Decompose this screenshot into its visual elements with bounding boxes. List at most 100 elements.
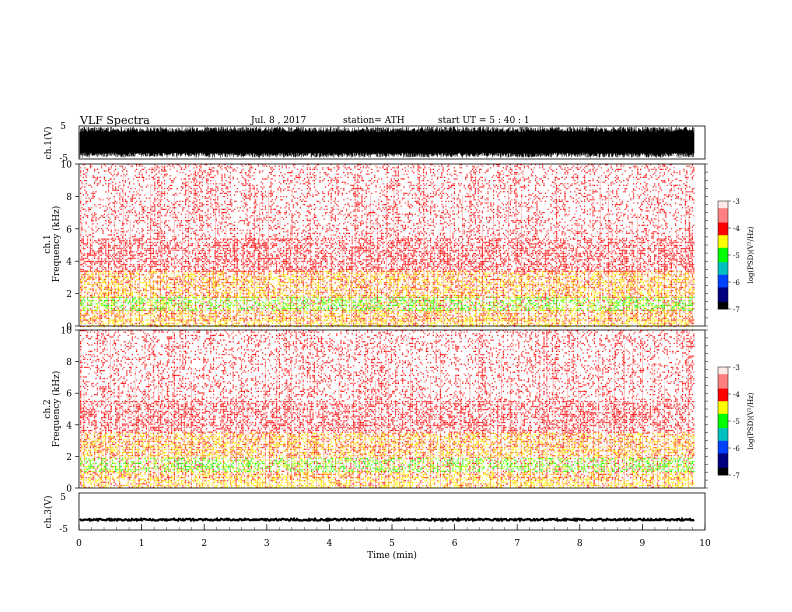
ch1-colorbar-cell [718, 260, 728, 263]
ch1-colorbar-label--4: -4 [733, 225, 740, 233]
ch1-colorbar-cell [718, 276, 728, 279]
ch1-spectrogram-band-4-color-0 [81, 238, 695, 272]
time-tick-label-0: 0 [76, 539, 82, 549]
ch2-colorbar-cell [718, 370, 728, 373]
ch2-colorbar-cell [718, 412, 728, 415]
date-text: Jul. 8 , 2017 [250, 116, 306, 126]
ch2-freq-tick-label-4: 4 [66, 421, 72, 431]
ch2-spectrogram-panel: 0 2 4 6 8 10 ch.2 Frequency (kHz) -3 -4 -5 -6 -7 l… [43, 327, 755, 495]
header: VLF Spectra Jul. 8 , 2017 station= ATH s… [79, 114, 530, 127]
ch1-colorbar-label--6: -6 [733, 279, 740, 287]
ch2-spectrogram-band-5-color-0 [80, 330, 695, 402]
ch1-colorbar-cell [718, 255, 728, 258]
ch1-colorbar-cell [718, 292, 728, 295]
ch1-colorbar-cell [718, 238, 728, 241]
ch1-colorbar-cell [718, 296, 728, 299]
ch1-colorbar-cell [718, 253, 728, 256]
ch1-waveform-line [79, 126, 695, 158]
ch1-spectrogram-band-5-color-1 [80, 164, 695, 239]
ch1-spectrogram-band-1-color-2 [80, 309, 693, 321]
ch1-colorbar-cell [718, 283, 728, 286]
ch2-colorbar-cell [718, 388, 728, 391]
ch1-spectrogram-band-2-color-2 [80, 296, 695, 311]
ch1-freq-tick-label-0: 0 [66, 323, 72, 333]
ch1-colorbar-cell [718, 229, 728, 232]
ch2-colorbar-cell [718, 367, 728, 370]
ch1-spectrogram-band-1-color-3 [80, 309, 693, 321]
ch1-colorbar-cell [718, 233, 728, 236]
ch2-colorbar-cell [718, 379, 728, 382]
ch2-spectrogram-band-2-color-4 [80, 458, 693, 472]
ch1-colorbar-cell [718, 303, 728, 306]
ch2-colorbar-cell [718, 368, 728, 371]
ch1-colorbar-cell [718, 235, 728, 238]
ch2-freq-tick-label-10: 10 [61, 327, 73, 337]
ch2-colorbar-cell [718, 455, 728, 458]
ch2-freq-tick-label-2: 2 [66, 453, 72, 463]
ch2-colorbar: -3 -4 -5 -6 -7 log(PSD)(V²/Hz) [717, 364, 755, 480]
ch1-waveform-frame [78, 125, 706, 160]
ch3-waveform-ylabel: ch.3(V) [43, 496, 54, 529]
ch2-colorbar-cell [718, 385, 728, 388]
ch1-colorbar-cell [718, 305, 728, 308]
ch2-colorbar-label--4: -4 [733, 391, 740, 399]
ch2-colorbar-cell [718, 386, 728, 389]
ch3-waveform-trace [79, 516, 695, 523]
ch1-spectrogram-band-0-color-1 [84, 319, 689, 328]
ch1-colorbar-cell [718, 217, 728, 220]
ch2-spectrogram-band-1-color-3 [80, 472, 693, 479]
ch2-colorbar-cell [718, 433, 728, 436]
ch1-waveform-trace [79, 126, 695, 158]
station-text: station= ATH [343, 116, 405, 126]
ch2-colorbar-cell [718, 435, 728, 438]
ch1-colorbar-cell [718, 291, 728, 294]
ch1-colorbar-cell [718, 211, 728, 214]
ch2-spectrogram-band-2-color-1 [80, 458, 695, 472]
ch1-colorbar-cell [718, 242, 728, 245]
ch1-colorbar-cell [718, 265, 728, 268]
ch1-spectrogram-band-4-color-1 [80, 238, 695, 272]
ch2-colorbar-cell [718, 439, 728, 442]
ch2-colorbar-cell [718, 464, 728, 467]
ch1-colorbar-cell [718, 287, 728, 290]
ch1-spectrogram-band-2-color-3 [80, 296, 695, 311]
ch2-colorbar-cell [718, 377, 728, 380]
ch1-colorbar-cell [718, 269, 728, 272]
ch2-colorbar-label--5: -5 [733, 418, 740, 426]
ch1-colorbar-cell [718, 206, 728, 209]
time-axis: 0 1 2 3 4 5 6 7 8 9 10 [76, 524, 711, 549]
ch1-colorbar-cell [718, 271, 728, 274]
ch1-colorbar-cell [718, 224, 728, 227]
ch2-colorbar-cell [718, 421, 728, 424]
ch2-spectrogram-band-0-color-3 [81, 478, 695, 488]
ch1-colorbar-cell [718, 210, 728, 213]
ch1-colorbar-cell [718, 273, 728, 276]
time-axis-label: Time (min) [367, 550, 417, 561]
ch1-spectrogram-band-1-color-0 [84, 309, 695, 321]
ch2-colorbar-cell [718, 469, 728, 472]
time-tick-label-10: 10 [699, 539, 711, 549]
ch2-colorbar-cell [718, 399, 728, 402]
ch1-spectrogram-band-0-color-3 [80, 319, 695, 328]
ch2-spectrogram-band-4-color-0 [80, 401, 695, 433]
ch2-colorbar-cell [718, 473, 728, 476]
ch1-colorbar-cell [718, 202, 728, 205]
start-time-text: start UT = 5 : 40 : 1 [438, 116, 530, 126]
time-tick-label-3: 3 [264, 539, 270, 549]
ch2-colorbar-cell [718, 451, 728, 454]
ch1-waveform-panel: 5 -5 ch.1(V) [43, 122, 706, 164]
ch1-spectrogram-ylabel-channel: ch.1 [43, 234, 53, 253]
ch2-spectrogram-band-0-color-1 [82, 478, 692, 488]
ch1-colorbar-cell [718, 289, 728, 292]
ch1-spectrogram-ylabel-frequency: Frequency (kHz) [51, 206, 62, 283]
time-tick-label-4: 4 [327, 539, 333, 549]
ch2-colorbar-cell [718, 460, 728, 463]
ch1-colorbar-label--5: -5 [733, 252, 740, 260]
ch2-freq-tick-label-8: 8 [66, 358, 72, 368]
ch2-colorbar-cell [718, 408, 728, 411]
ch2-spectrogram-ylabel-channel: ch.2 [43, 399, 53, 418]
ch2-colorbar-label--7: -7 [733, 472, 740, 480]
ch2-colorbar-cell [718, 428, 728, 431]
ch2-colorbar-cell [718, 415, 728, 418]
ch2-colorbar-cell [718, 381, 728, 384]
